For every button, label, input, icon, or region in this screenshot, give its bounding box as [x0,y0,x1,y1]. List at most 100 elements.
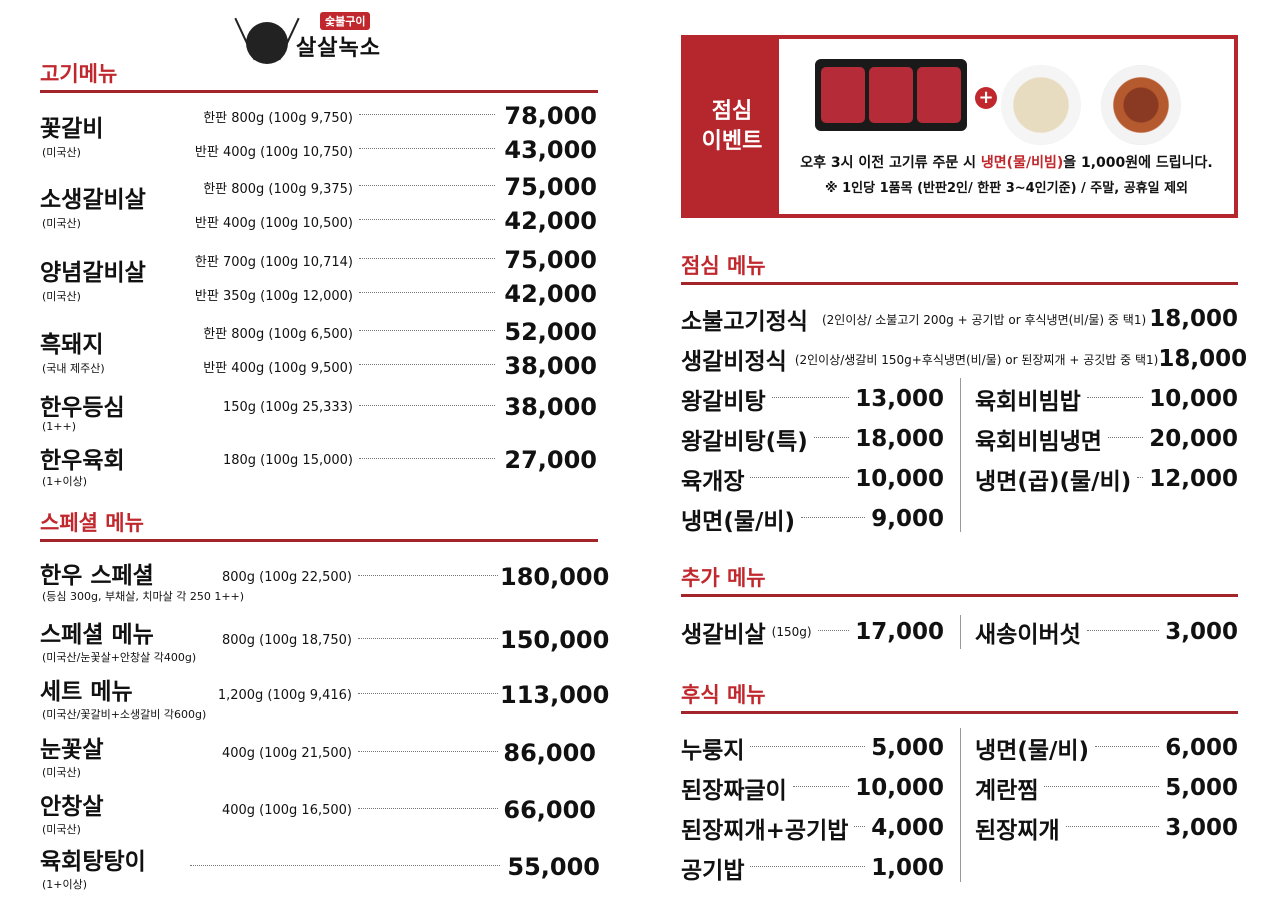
item-price: 17,000 [855,619,944,645]
leader-dots [1065,825,1160,827]
column-divider [960,728,961,882]
item-name: 한우육회 [40,448,125,474]
item-portion: 한판 700g (100g 10,714) [194,254,353,270]
item-origin: (미국산) [42,146,81,159]
item-origin: (미국산) [42,290,81,303]
item-price: 5,000 [1165,775,1238,801]
set-item-bulgogi: 소불고기정식 (2인이상/ 소불고기 200g + 공기밥 or 후식냉면(비/… [681,302,1238,336]
menu-item-hanwoo-special: 한우 스페셜 (등심 300g, 부채살, 치마살 각 250 1++) 800… [40,556,609,606]
cow-emblem-icon [246,22,288,64]
item-portion: 800g (100g 22,500) [221,569,352,585]
leader-dots [359,329,495,331]
menu-item-saenggalbisal: 생갈비살 (150g) 17,000 [681,615,944,649]
section-rule [681,711,1238,714]
item-price: 113,000 [500,681,610,709]
item-price: 78,000 [504,102,597,130]
item-price: 42,000 [504,207,597,235]
item-name: 된장찌개 [975,818,1060,844]
leader-dots [359,113,495,115]
logo-name: 살살녹소 [296,36,381,61]
menu-item-hanwoo-sirloin: 한우등심 (1++) 150g (100g 25,333) 38,000 [40,388,600,438]
leader-dots [359,257,495,259]
lunch-menu-title: 점심 메뉴 [681,254,766,278]
menu-item-special-set: 스페셜 메뉴 (미국산/눈꽃살+안창살 각400g) 800g (100g 18… [40,615,610,665]
set-item-galbi: 생갈비정식 (2인이상/생갈비 150g+후식냉면(비/물) or 된장찌개 +… [681,342,1247,376]
item-price: 42,000 [504,280,597,308]
item-portion: 한판 800g (100g 9,375) [203,181,353,197]
leader-dots [358,692,498,694]
item-price: 86,000 [503,739,596,767]
item-name: 한우등심 [40,395,125,421]
menu-item-doenjang-jjageuli: 된장짜글이 10,000 [681,771,944,805]
item-price: 10,000 [855,775,944,801]
section-rule [40,90,598,93]
item-price: 1,000 [871,855,944,881]
leader-dots [817,629,850,631]
item-price: 18,000 [855,426,944,452]
section-rule [681,594,1238,597]
menu-item-steamed-egg: 계란찜 5,000 [975,771,1238,805]
item-origin: (미국산) [42,766,81,779]
item-name: 안창살 [40,794,104,820]
item-price: 20,000 [1149,426,1238,452]
leader-dots [358,637,498,639]
menu-item-nunkkotsal: 눈꽃살 (미국산) 400g (100g 21,500) 86,000 [40,730,600,780]
leader-dots [1086,629,1160,631]
menu-item-doenjang-jjigae: 된장찌개 3,000 [975,811,1238,845]
item-portion: 400g (100g 21,500) [221,745,352,761]
item-name: 냉면(곱)(물/비) [975,469,1132,495]
item-name: 흑돼지 [40,332,104,358]
item-portion: 반판 350g (100g 12,000) [194,288,353,304]
item-origin: (미국산) [42,823,81,836]
leader-dots [358,750,498,752]
item-name: 스페셜 메뉴 [40,622,154,648]
item-price: 3,000 [1165,619,1238,645]
event-highlight: 냉면(물/비빔) [980,155,1064,171]
menu-item-yangnyeom-galbisal: 양념갈비살 (미국산) 한판 700g (100g 10,714) 75,000… [40,246,600,312]
item-name: 세트 메뉴 [40,679,133,705]
item-price: 10,000 [1149,386,1238,412]
item-name: 왕갈비탕 [681,389,766,415]
column-divider [960,378,961,532]
leader-dots [771,396,850,398]
item-name: 소불고기정식 [681,309,808,335]
menu-item-dessert-naengmyeon: 냉면(물/비) 6,000 [975,731,1238,765]
item-note: (150g) [771,625,812,639]
menu-item-wanggalbitang-special: 왕갈비탕(특) 18,000 [681,422,944,456]
item-price: 6,000 [1165,735,1238,761]
section-rule [681,282,1238,285]
item-price: 150,000 [500,626,610,654]
item-portion: 반판 400g (100g 10,500) [194,215,353,231]
item-name: 계란찜 [975,778,1039,804]
leader-dots [359,218,495,220]
menu-item-nurungji: 누룽지 5,000 [681,731,944,765]
dessert-menu-title: 후식 메뉴 [681,683,766,707]
leader-dots [359,363,495,365]
leader-dots [359,404,495,406]
item-note: (2인이상/생갈비 150g+후식냉면(비/물) or 된장찌개 + 공깃밥 중… [794,352,1159,367]
logo-tag: 숯불구이 [320,12,371,30]
extra-menu-title: 추가 메뉴 [681,566,766,590]
leader-dots [359,291,495,293]
item-price: 18,000 [1149,306,1238,332]
leader-dots [359,147,495,149]
menu-item-yukhoe-bibimbap: 육회비빔밥 10,000 [975,382,1238,416]
menu-item-naengmyeon-large: 냉면(곱)(물/비) 12,000 [975,462,1238,496]
leader-dots [358,574,498,576]
item-grade: (1+이상) [42,475,88,488]
item-name: 양념갈비살 [40,260,146,286]
item-price: 5,000 [871,735,944,761]
item-price: 52,000 [504,318,597,346]
item-price: 3,000 [1165,815,1238,841]
item-name: 된장찌개+공기밥 [681,818,849,844]
item-price: 38,000 [504,352,597,380]
item-name: 육회비빔냉면 [975,429,1102,455]
item-portion: 180g (100g 15,000) [222,452,353,468]
leader-dots [1044,785,1160,787]
item-desc: (미국산/눈꽃살+안창살 각400g) [42,651,197,664]
item-origin: (국내 제주산) [42,362,105,375]
item-name: 새송이버섯 [975,622,1081,648]
leader-dots [1107,436,1144,438]
item-portion: 400g (100g 16,500) [221,802,352,818]
item-name: 냉면(물/비) [681,509,796,535]
